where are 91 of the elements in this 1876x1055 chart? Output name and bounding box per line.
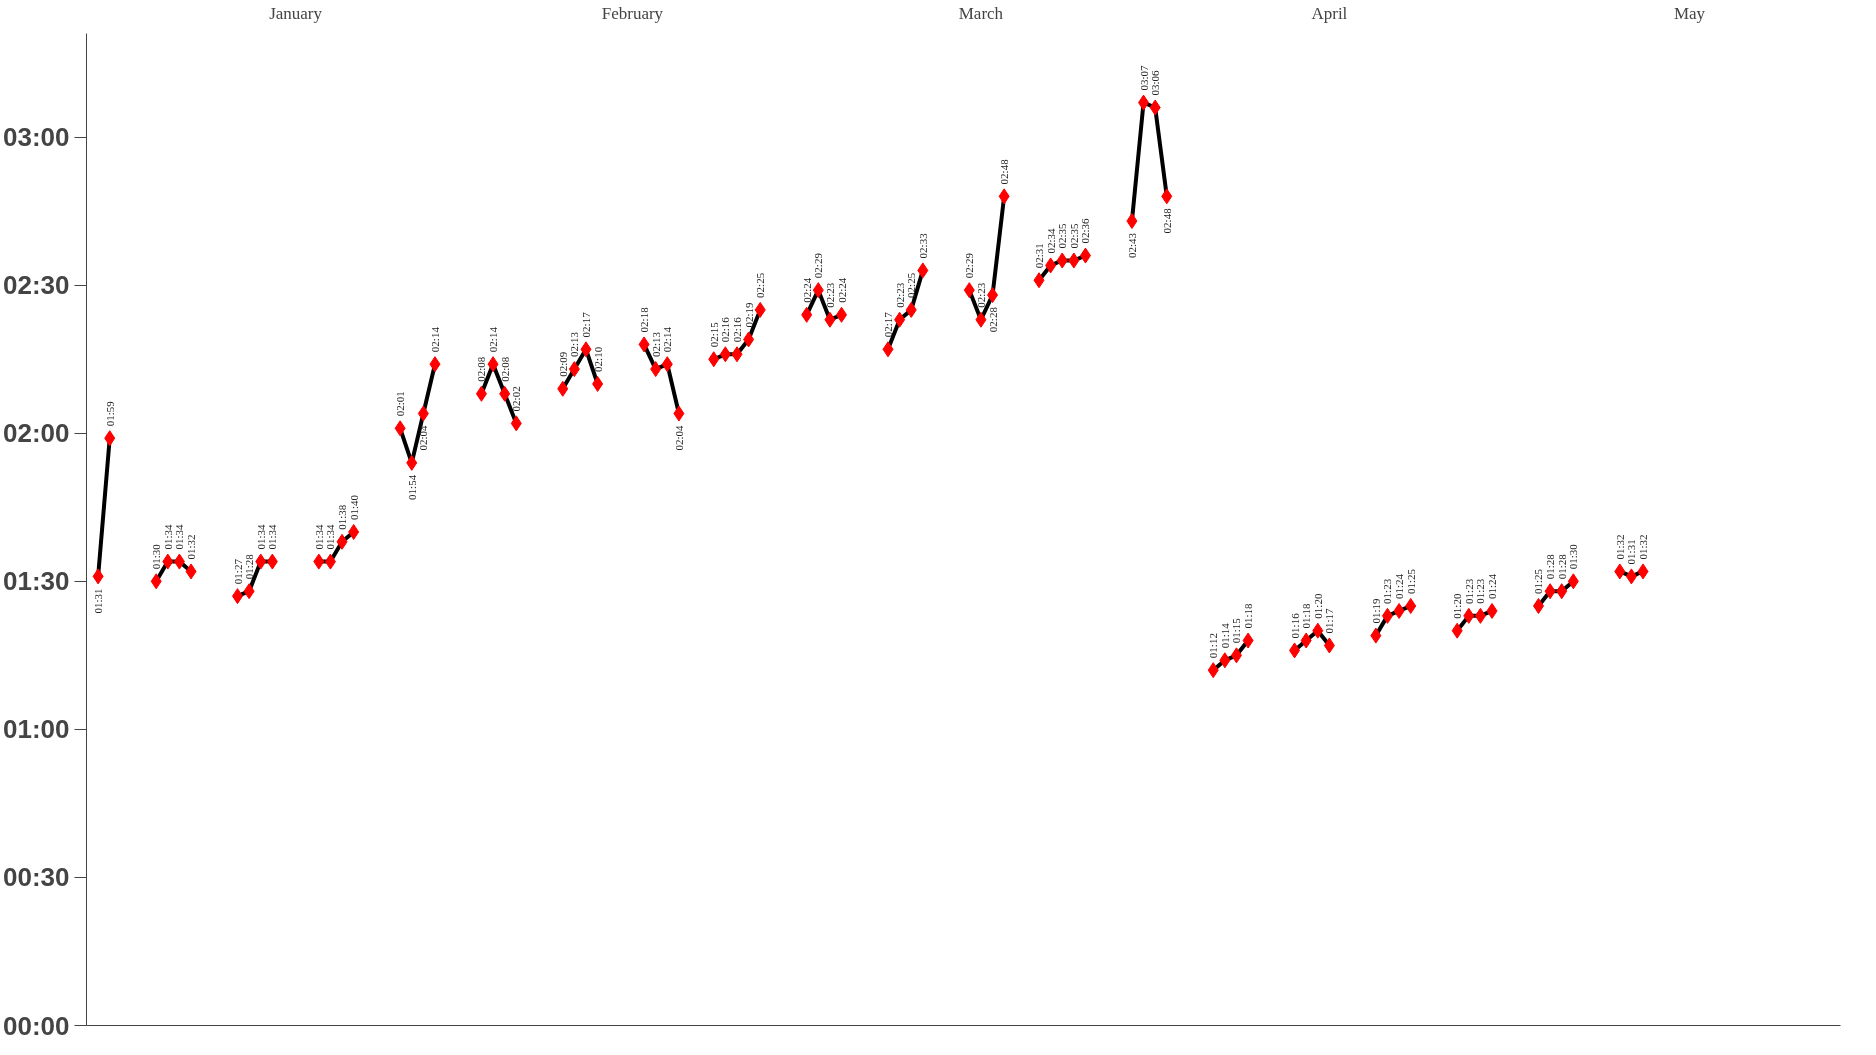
data-label: 02:25 <box>905 272 918 298</box>
data-label: 01:32 <box>1637 534 1650 560</box>
data-label: 02:35 <box>1056 222 1069 249</box>
data-label: 01:15 <box>1230 617 1243 644</box>
data-label: 02:43 <box>1125 232 1138 259</box>
data-label: 01:24 <box>1486 573 1499 599</box>
data-label: 01:18 <box>1300 602 1313 629</box>
data-label: 03:07 <box>1137 65 1150 91</box>
data-label: 01:28 <box>243 553 256 580</box>
data-label: 01:20 <box>1451 593 1464 619</box>
data-label: 02:18 <box>638 306 651 333</box>
data-label: 01:28 <box>1555 553 1568 580</box>
data-label: 01:28 <box>1544 553 1557 580</box>
data-label: 02:17 <box>579 311 592 338</box>
data-label: 02:24 <box>800 277 813 303</box>
data-label: 01:34 <box>312 524 325 550</box>
data-label: 02:19 <box>742 301 755 328</box>
data-label: 02:29 <box>812 252 825 279</box>
x-tick-label: April <box>1311 3 1348 23</box>
x-tick-label: March <box>958 3 1004 23</box>
data-label: 01:34 <box>266 524 279 550</box>
data-label: 02:14 <box>428 326 441 353</box>
y-tick-label: 00:00 <box>3 1010 70 1041</box>
data-label: 02:28 <box>986 306 999 333</box>
data-label: 01:34 <box>173 524 186 550</box>
data-label: 01:38 <box>336 504 349 530</box>
data-label: 02:15 <box>707 321 720 348</box>
y-tick-label: 02:00 <box>3 418 70 449</box>
y-tick-label: 03:00 <box>3 122 70 153</box>
data-label: 02:17 <box>882 311 894 338</box>
data-label: 01:12 <box>1207 633 1220 659</box>
data-label: 01:32 <box>1613 534 1626 560</box>
data-label: 01:59 <box>103 400 116 427</box>
data-label: 02:35 <box>1067 222 1080 249</box>
y-tick-label: 01:30 <box>3 566 70 597</box>
data-label: 01:18 <box>1242 602 1255 629</box>
data-label: 01:24 <box>1393 573 1406 599</box>
data-label: 02:23 <box>974 282 987 308</box>
data-label: 01:17 <box>1323 607 1336 634</box>
data-label: 02:31 <box>1033 243 1045 269</box>
data-label: 01:27 <box>231 558 244 585</box>
data-label: 02:10 <box>591 346 604 372</box>
data-label: 01:23 <box>1462 578 1475 604</box>
data-label: 02:14 <box>487 326 500 353</box>
data-label: 02:29 <box>963 252 976 279</box>
data-label: 01:16 <box>1288 612 1301 639</box>
data-label: 02:14 <box>661 326 674 353</box>
data-label: 02:48 <box>998 158 1011 185</box>
data-label: 01:31 <box>1625 539 1638 565</box>
data-label: 02:33 <box>916 232 929 259</box>
data-label: 01:30 <box>150 543 163 570</box>
data-label: 02:04 <box>417 425 430 451</box>
data-label: 01:23 <box>1474 578 1487 604</box>
data-label: 03:06 <box>1149 69 1162 96</box>
data-label: 02:08 <box>475 356 488 382</box>
data-label: 02:16 <box>719 316 732 343</box>
data-label: 01:40 <box>347 494 360 520</box>
data-label: 02:23 <box>893 282 906 308</box>
y-tick-label: 02:30 <box>3 270 70 301</box>
data-label: 01:23 <box>1381 578 1394 604</box>
data-label: 01:25 <box>1532 568 1545 594</box>
data-label: 02:04 <box>672 425 685 451</box>
y-tick-label: 01:00 <box>3 714 70 745</box>
data-label: 02:08 <box>498 356 511 382</box>
data-label: 02:25 <box>754 272 767 298</box>
data-label: 02:48 <box>1160 207 1173 234</box>
data-label: 01:20 <box>1311 593 1324 619</box>
data-label: 01:30 <box>1567 543 1580 570</box>
data-label: 02:16 <box>730 316 743 343</box>
data-label: 01:19 <box>1369 598 1382 624</box>
data-label: 01:34 <box>324 524 337 550</box>
data-label: 01:34 <box>161 524 174 550</box>
data-label: 01:34 <box>254 524 267 550</box>
data-label: 02:09 <box>556 351 569 377</box>
data-label: 02:01 <box>394 391 407 417</box>
data-label: 01:32 <box>185 534 198 560</box>
x-tick-label: February <box>601 3 664 23</box>
data-label: 02:34 <box>1044 227 1057 254</box>
data-label: 02:13 <box>649 331 662 358</box>
data-label: 01:54 <box>405 474 418 500</box>
data-label: 02:24 <box>835 277 848 303</box>
data-label: 02:13 <box>568 331 581 358</box>
data-label: 01:31 <box>92 588 105 614</box>
data-label: 02:23 <box>823 282 836 308</box>
data-label: 01:14 <box>1218 622 1231 649</box>
data-label: 01:25 <box>1404 568 1417 594</box>
x-tick-label: January <box>269 3 323 23</box>
data-label: 02:36 <box>1079 218 1092 244</box>
y-tick-label: 00:30 <box>3 862 70 893</box>
x-tick-label: May <box>1673 3 1706 23</box>
data-label: 02:02 <box>510 386 523 412</box>
